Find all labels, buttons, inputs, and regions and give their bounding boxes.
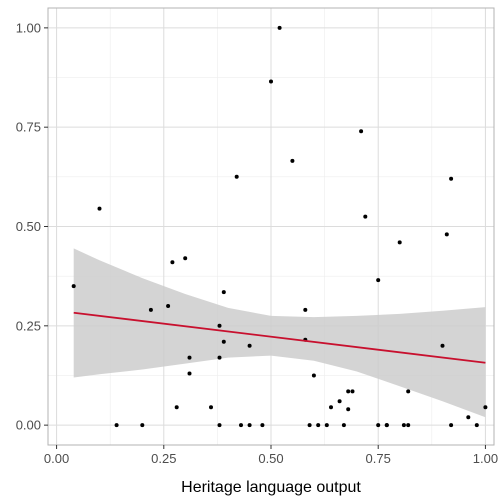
data-point (166, 304, 170, 308)
data-point (376, 278, 380, 282)
data-point (278, 26, 282, 30)
data-point (466, 415, 470, 419)
data-point (346, 407, 350, 411)
data-point (235, 175, 239, 179)
data-point (363, 215, 367, 219)
data-point (183, 256, 187, 260)
data-point (342, 423, 346, 427)
data-point (222, 290, 226, 294)
data-point (385, 423, 389, 427)
data-point (402, 423, 406, 427)
data-point (188, 356, 192, 360)
data-point (475, 423, 479, 427)
data-point (441, 344, 445, 348)
data-point (98, 207, 102, 211)
confidence-band (74, 248, 486, 417)
data-point (115, 423, 119, 427)
data-point (218, 324, 222, 328)
data-point (290, 159, 294, 163)
confidence-band-layer (74, 248, 486, 417)
data-point (308, 423, 312, 427)
data-point (346, 389, 350, 393)
y-tick-label: 1.00 (16, 20, 41, 35)
x-tick-label: 0.50 (258, 451, 283, 466)
data-point (209, 405, 213, 409)
data-point (269, 80, 273, 84)
data-point (359, 129, 363, 133)
data-point (188, 372, 192, 376)
x-axis-title: Heritage language output (181, 479, 361, 496)
data-point (325, 423, 329, 427)
data-point (218, 423, 222, 427)
data-point (329, 405, 333, 409)
data-point (170, 260, 174, 264)
data-point (406, 389, 410, 393)
data-point (312, 374, 316, 378)
data-point (149, 308, 153, 312)
x-tick-label: 1.00 (473, 451, 498, 466)
data-point (449, 177, 453, 181)
y-axis-ticks: 0.00 0.25 0.50 0.75 1.00 (16, 20, 48, 432)
x-tick-label: 0.00 (44, 451, 69, 466)
data-point (449, 423, 453, 427)
data-point (140, 423, 144, 427)
x-tick-label: 0.75 (366, 451, 391, 466)
data-point (351, 389, 355, 393)
data-point (338, 399, 342, 403)
data-point (248, 423, 252, 427)
data-point (72, 284, 76, 288)
y-tick-label: 0.50 (16, 219, 41, 234)
data-point (316, 423, 320, 427)
data-point (406, 423, 410, 427)
data-point (398, 240, 402, 244)
x-tick-label: 0.25 (151, 451, 176, 466)
data-point (260, 423, 264, 427)
data-point (248, 344, 252, 348)
data-point (175, 405, 179, 409)
data-point (303, 308, 307, 312)
data-point (239, 423, 243, 427)
data-point (222, 340, 226, 344)
y-tick-label: 0.00 (16, 418, 41, 433)
data-point (218, 356, 222, 360)
y-tick-label: 0.75 (16, 120, 41, 135)
x-axis-ticks: 0.00 0.25 0.50 0.75 1.00 (44, 445, 498, 466)
data-point (483, 405, 487, 409)
y-tick-label: 0.25 (16, 318, 41, 333)
data-point (376, 423, 380, 427)
data-point (445, 232, 449, 236)
